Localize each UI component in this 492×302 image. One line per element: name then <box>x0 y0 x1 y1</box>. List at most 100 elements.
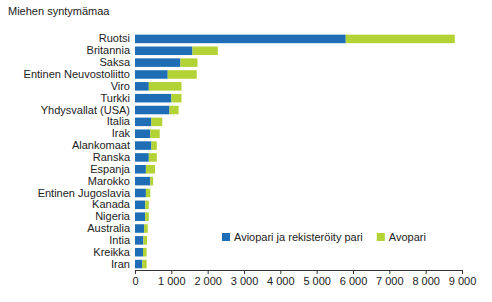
bar <box>145 212 149 221</box>
tick: 4 000 <box>267 270 295 287</box>
tick: Kanada <box>92 198 131 210</box>
category-label: Kanada <box>92 198 131 210</box>
tick: Irak <box>112 127 131 139</box>
category-label: Ruotsi <box>99 32 130 44</box>
tick: Marokko <box>88 175 130 187</box>
tick-label: 4 000 <box>267 275 295 287</box>
tick: Britannia <box>87 44 131 56</box>
bar <box>135 189 146 198</box>
bar <box>135 224 144 233</box>
tick: Ruotsi <box>99 32 130 44</box>
tick-label: 2 000 <box>194 275 222 287</box>
category-label: Viro <box>111 80 130 92</box>
bar <box>149 82 182 91</box>
legend-item: Avopari <box>377 231 426 243</box>
category-label: Yhdysvallat (USA) <box>41 104 130 116</box>
legend-label: Aviopari ja rekisteröity pari <box>234 231 363 243</box>
bar <box>135 82 149 91</box>
tick: Ranska <box>93 151 131 163</box>
category-label: Kreikka <box>93 246 131 258</box>
category-label: Australia <box>87 222 131 234</box>
category-label: Turkki <box>100 92 130 104</box>
tick: Saksa <box>99 56 130 68</box>
tick: 8 000 <box>412 270 440 287</box>
category-label: Irak <box>112 127 131 139</box>
tick: 3 000 <box>231 270 259 287</box>
tick: Italia <box>107 115 131 127</box>
bar <box>150 177 153 186</box>
tick-label: 7 000 <box>376 275 404 287</box>
chart: Miehen syntymämaa01 0002 0003 0004 0005 … <box>0 0 492 302</box>
bar <box>151 118 162 127</box>
tick-mark <box>135 270 136 274</box>
tick-mark <box>280 270 281 274</box>
bar <box>135 129 150 138</box>
tick: 6 000 <box>340 270 368 287</box>
tick: Entinen Neuvostoliitto <box>24 68 130 80</box>
tick-mark <box>317 270 318 274</box>
bar <box>146 189 150 198</box>
tick-mark <box>353 270 354 274</box>
tick: 0 <box>132 270 138 287</box>
category-label: Entinen Neuvostoliitto <box>24 68 130 80</box>
tick-mark <box>462 270 463 274</box>
category-label: Iran <box>111 258 130 270</box>
bar <box>135 58 180 67</box>
bar <box>171 94 181 103</box>
tick: Entinen Jugoslavia <box>38 186 131 198</box>
series <box>142 35 454 269</box>
bar <box>192 47 217 56</box>
legend-item: Aviopari ja rekisteröity pari <box>222 231 363 243</box>
plot: 01 0002 0003 0004 0005 0006 0007 0008 00… <box>24 32 477 286</box>
bar <box>135 106 170 115</box>
bar <box>144 224 148 233</box>
bar <box>143 248 147 257</box>
category-label: Ranska <box>93 151 131 163</box>
bars <box>135 35 455 269</box>
category-label: Saksa <box>99 56 130 68</box>
bar <box>135 260 142 269</box>
bar <box>143 236 147 245</box>
axis-line <box>136 270 463 271</box>
tick-label: 6 000 <box>340 275 368 287</box>
tick: Yhdysvallat (USA) <box>41 104 130 116</box>
tick: Intia <box>109 234 131 246</box>
category-label: Alankomaat <box>72 139 130 151</box>
bar <box>135 165 146 174</box>
tick: Iran <box>111 258 130 270</box>
tick-mark <box>171 270 172 274</box>
bar <box>135 248 143 257</box>
legend-label: Avopari <box>389 231 426 243</box>
chart-title: Miehen syntymämaa <box>8 5 110 17</box>
tick: 7 000 <box>376 270 404 287</box>
tick: Nigeria <box>95 210 131 222</box>
tick-label: 5 000 <box>303 275 331 287</box>
y-axis: RuotsiBritanniaSaksaEntinen Neuvostoliit… <box>24 32 131 269</box>
tick-label: 0 <box>132 275 138 287</box>
category-label: Espanja <box>90 163 131 175</box>
tick-label: 3 000 <box>231 275 259 287</box>
bar <box>146 165 155 174</box>
tick: 2 000 <box>194 270 222 287</box>
bar <box>135 236 143 245</box>
tick-mark <box>208 270 209 274</box>
category-label: Italia <box>107 115 131 127</box>
tick-mark <box>389 270 390 274</box>
tick-label: 8 000 <box>412 275 440 287</box>
category-label: Intia <box>109 234 131 246</box>
bar <box>135 70 168 79</box>
bar <box>135 35 346 44</box>
category-label: Nigeria <box>95 210 131 222</box>
legend-swatch <box>222 233 230 241</box>
tick-mark <box>244 270 245 274</box>
bar <box>151 141 156 150</box>
bar <box>135 201 145 210</box>
x-axis: 01 0002 0003 0004 0005 0006 0007 0008 00… <box>132 270 476 287</box>
category-label: Entinen Jugoslavia <box>38 186 131 198</box>
tick: 9 000 <box>449 270 477 287</box>
tick: Alankomaat <box>72 139 130 151</box>
tick: Espanja <box>90 163 131 175</box>
tick: 5 000 <box>303 270 331 287</box>
category-label: Britannia <box>87 44 131 56</box>
bar <box>135 94 171 103</box>
